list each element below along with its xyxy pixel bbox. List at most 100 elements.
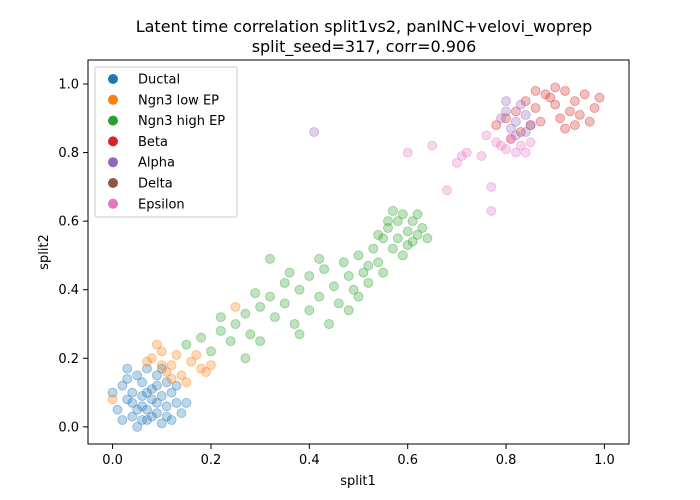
point-ductal [151,397,162,408]
point-ngn3-high-ep [279,277,290,288]
point-epsilon [461,147,472,158]
point-ngn3-low-ep [156,360,167,371]
x-tick-label: 0.6 [397,453,418,468]
point-beta [584,116,595,127]
points-layer [107,82,605,432]
point-ngn3-high-ep [397,209,408,220]
x-tick-label: 0.0 [102,453,123,468]
point-ngn3-low-ep [166,360,177,371]
point-ngn3-high-ep [245,329,256,340]
legend-label: Ngn3 high EP [138,114,225,129]
point-ngn3-high-ep [407,236,418,247]
point-ngn3-low-ep [196,363,207,374]
point-ductal [176,408,187,419]
point-ductal [142,387,152,398]
point-epsilon [456,151,467,161]
point-ngn3-high-ep [333,298,344,309]
point-ngn3-high-ep [343,305,354,316]
point-ngn3-high-ep [255,301,266,312]
point-ductal [137,391,148,401]
point-alpha [496,113,507,124]
point-beta [550,99,561,110]
point-ngn3-high-ep [402,226,413,237]
point-ngn3-high-ep [304,305,315,316]
point-ngn3-high-ep [368,243,379,254]
point-ductal [142,363,152,374]
x-axis-label: split1 [340,474,376,489]
point-ductal [132,421,143,432]
point-ductal [112,404,123,415]
point-ngn3-high-ep [343,271,354,281]
point-ngn3-high-ep [314,291,325,302]
point-ngn3-high-ep [338,257,349,268]
point-ductal [151,380,162,391]
point-ngn3-high-ep [353,250,364,261]
point-ngn3-high-ep [289,319,300,329]
plot-frame [87,59,630,445]
point-ngn3-high-ep [314,253,325,264]
point-epsilon [427,140,438,151]
point-beta [530,103,541,113]
legend-label: Alpha [138,156,175,171]
point-beta [550,82,561,93]
point-ductal [132,404,143,415]
point-beta [515,127,526,137]
x-tick-label: 1.0 [594,453,615,468]
point-beta [555,113,565,124]
point-beta [501,113,511,124]
point-ngn3-high-ep [412,229,423,240]
legend-label: Delta [138,177,173,192]
point-ductal [122,373,133,384]
point-beta [570,120,580,130]
legend-label: Beta [138,135,168,150]
point-alpha [511,116,521,127]
x-tick-label: 0.4 [299,453,320,468]
point-ngn3-low-ep [156,346,167,357]
point-ngn3-high-ep [294,329,305,340]
point-ngn3-low-ep [186,356,197,367]
point-ductal [166,387,177,398]
point-epsilon [506,133,516,144]
point-epsilon [486,181,497,192]
point-ngn3-high-ep [250,288,261,299]
point-ngn3-high-ep [383,223,393,233]
point-ngn3-high-ep [328,281,339,292]
point-ngn3-high-ep [387,243,398,254]
x-tick-label: 0.8 [496,453,517,468]
point-ductal [132,370,143,381]
point-ngn3-high-ep [402,240,413,251]
point-ngn3-high-ep [378,233,389,244]
y-tick-label: 0.0 [58,420,79,435]
y-axis-ticks: 0.0 0.2 0.4 0.6 0.8 1.0 [58,78,88,435]
point-ngn3-high-ep [279,298,290,309]
point-beta [574,110,585,120]
point-ngn3-high-ep [392,233,403,244]
point-ngn3-high-ep [363,260,374,271]
point-ductal [156,363,167,374]
y-tick-label: 1.0 [58,78,79,93]
point-ductal [117,380,128,391]
point-ductal [127,387,138,398]
point-ductal [127,411,138,422]
legend-marker-alpha [108,157,118,168]
point-ngn3-low-ep [171,349,182,360]
point-ductal [146,384,157,395]
y-tick-label: 0.6 [58,215,79,230]
point-ngn3-high-ep [255,336,266,347]
point-ductal [137,415,148,425]
point-ngn3-high-ep [284,267,295,278]
point-beta [570,96,580,106]
point-ngn3-high-ep [265,253,275,264]
legend-marker-epsilon [108,198,118,209]
legend-marker-beta [108,136,118,147]
point-epsilon [486,205,497,216]
chart-title: Latent time correlation split1vs2, panIN… [136,17,593,37]
point-beta [565,106,575,117]
point-epsilon [476,151,487,161]
point-beta [589,103,600,113]
point-ductal [127,397,138,408]
point-beta [530,86,541,96]
point-ngn3-low-ep [142,356,152,367]
point-ngn3-high-ep [407,216,418,227]
point-ductal [181,397,192,408]
